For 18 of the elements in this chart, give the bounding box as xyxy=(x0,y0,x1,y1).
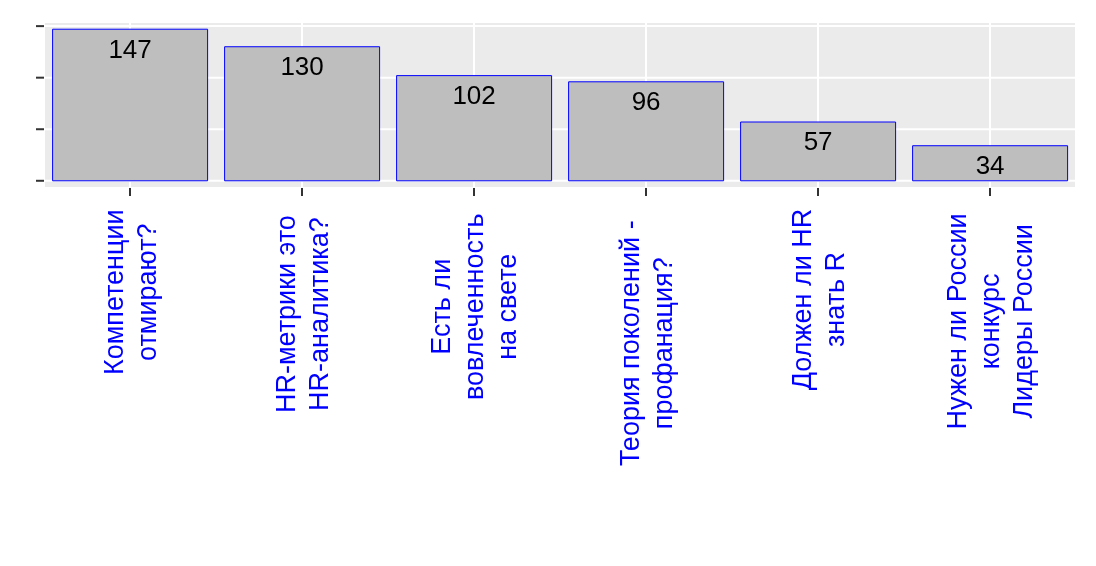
data-label: 34 xyxy=(975,150,1005,181)
bar xyxy=(396,75,553,182)
x-tick-label: HR-метрики это HR-аналитика? xyxy=(270,215,334,413)
bar xyxy=(52,28,209,182)
data-label: 102 xyxy=(452,80,496,111)
x-tick-label: Есть ли вовлеченность на свете xyxy=(426,213,523,401)
bar xyxy=(740,121,897,182)
x-tick-label: Нужен ли России конкурс Лидеры России xyxy=(942,213,1039,430)
data-label: 147 xyxy=(108,33,152,64)
data-label: 57 xyxy=(803,126,833,157)
bar xyxy=(912,145,1069,182)
bar xyxy=(568,81,725,182)
bar xyxy=(224,46,381,182)
x-tick-label: Должен ли HR знать R xyxy=(786,208,850,391)
data-label: 130 xyxy=(280,51,324,82)
data-label: 96 xyxy=(631,86,661,117)
x-tick-label: Компетенции отмирают? xyxy=(98,209,162,376)
x-tick-label: Теория поколений - профанация? xyxy=(614,220,678,467)
